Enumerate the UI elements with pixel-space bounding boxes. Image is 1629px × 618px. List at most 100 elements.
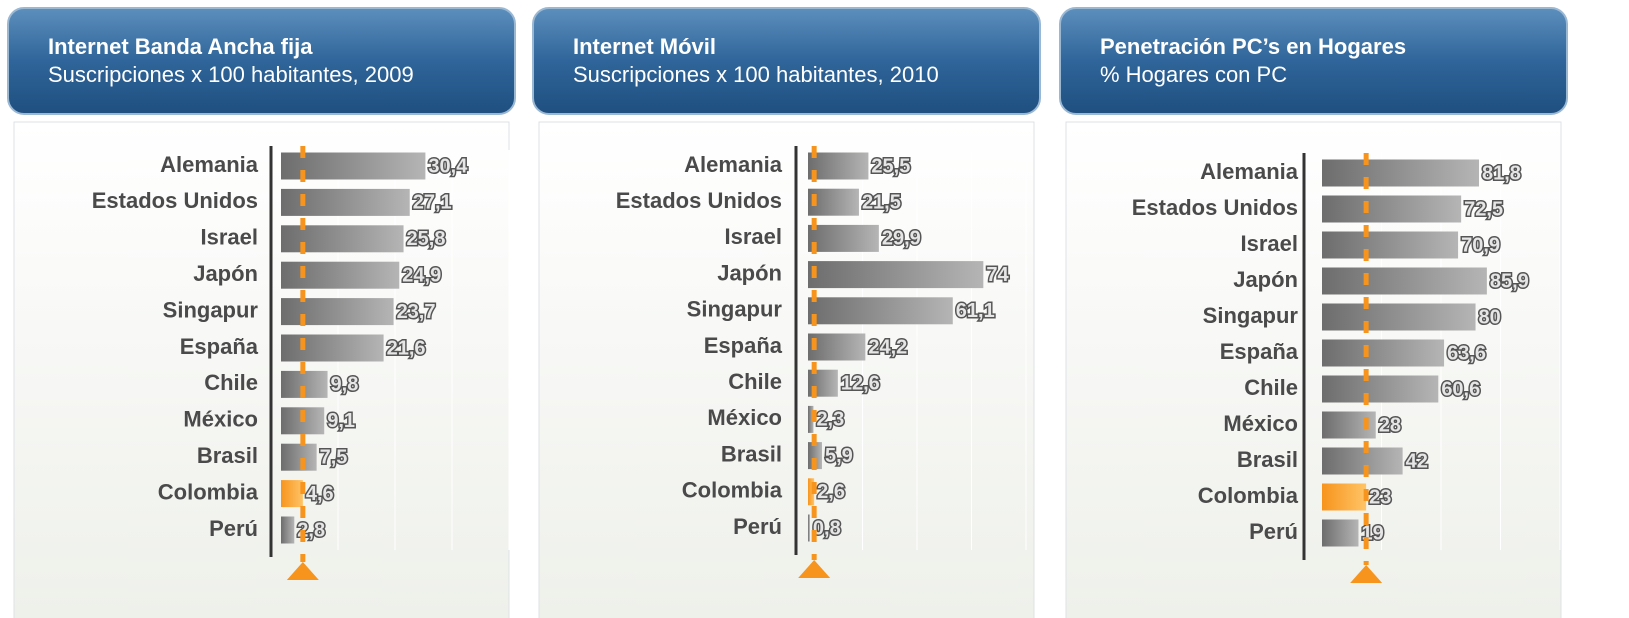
- panel-body: [538, 121, 1035, 618]
- value-label: 74: [986, 264, 1009, 286]
- value-label: 21,5: [862, 191, 901, 213]
- reference-marker: [1350, 565, 1383, 583]
- bar: [808, 152, 869, 180]
- value-label: 25,5: [871, 155, 910, 177]
- value-label: 63,6: [1447, 342, 1486, 364]
- bar: [281, 480, 303, 508]
- category-label: Colombia: [1198, 483, 1299, 508]
- value-label: 42: [1406, 450, 1428, 472]
- value-label: 29,9: [882, 228, 921, 250]
- category-label: Singapur: [687, 297, 783, 322]
- category-label: España: [704, 333, 783, 358]
- value-label: 28: [1379, 414, 1401, 436]
- value-label: 23: [1369, 486, 1391, 508]
- bar: [281, 443, 317, 471]
- panel-title: Penetración PC’s en Hogares: [1100, 34, 1406, 59]
- value-label: 24,2: [868, 336, 907, 358]
- value-label: 12,6: [841, 372, 880, 394]
- bar: [1322, 519, 1359, 547]
- panel-title: Internet Banda Ancha fija: [48, 34, 313, 59]
- bar: [808, 514, 810, 542]
- bar: [1322, 231, 1459, 259]
- category-label: Brasil: [197, 443, 258, 468]
- value-label: 61,1: [956, 300, 995, 322]
- category-label: México: [1223, 411, 1298, 436]
- bar: [808, 261, 984, 289]
- bar: [1322, 159, 1480, 187]
- panel-body: [1065, 121, 1562, 618]
- reference-marker: [286, 562, 319, 580]
- panel-header: [7, 7, 516, 115]
- value-label: 27,1: [413, 192, 452, 214]
- category-label: México: [183, 407, 258, 432]
- bar: [281, 334, 384, 362]
- bar: [281, 188, 410, 216]
- category-label: Perú: [209, 516, 258, 541]
- panel-subtitle: % Hogares con PC: [1100, 62, 1287, 87]
- bar: [281, 516, 295, 544]
- value-label: 21,6: [387, 337, 426, 359]
- category-label: Colombia: [682, 478, 783, 503]
- value-label: 70,9: [1461, 234, 1500, 256]
- panel-body: [13, 121, 510, 618]
- value-label: 80: [1479, 306, 1501, 328]
- panel-header: [1059, 7, 1568, 115]
- bar: [1322, 339, 1445, 367]
- category-label: Estados Unidos: [1132, 195, 1298, 220]
- category-label: España: [1220, 339, 1299, 364]
- value-label: 9,1: [327, 410, 355, 432]
- category-label: Estados Unidos: [92, 188, 258, 213]
- category-label: Israel: [201, 225, 259, 250]
- bar: [281, 261, 400, 289]
- category-label: Japón: [1233, 267, 1298, 292]
- value-label: 85,9: [1490, 270, 1529, 292]
- category-label: Singapur: [1203, 303, 1299, 328]
- value-label: 60,6: [1441, 378, 1480, 400]
- category-label: Chile: [204, 370, 258, 395]
- value-label: 81,8: [1482, 162, 1521, 184]
- value-label: 7,5: [320, 446, 348, 468]
- bar: [1322, 195, 1462, 223]
- reference-marker: [798, 560, 831, 578]
- bar: [1322, 303, 1476, 331]
- value-label: 72,5: [1464, 198, 1503, 220]
- value-label: 9,8: [331, 374, 359, 396]
- category-label: México: [707, 405, 782, 430]
- bar: [1322, 267, 1487, 295]
- category-label: Alemania: [160, 152, 259, 177]
- value-label: 2,3: [816, 409, 844, 431]
- value-label: 23,7: [397, 301, 436, 323]
- bar: [281, 298, 394, 326]
- category-label: Alemania: [1200, 159, 1299, 184]
- panel-subtitle: Suscripciones x 100 habitantes, 2009: [48, 62, 414, 87]
- panel-subtitle: Suscripciones x 100 habitantes, 2010: [573, 62, 939, 87]
- category-label: Japón: [193, 261, 258, 286]
- category-label: Chile: [1244, 375, 1298, 400]
- bar: [808, 224, 879, 252]
- bar: [808, 405, 814, 433]
- value-label: 30,4: [428, 155, 468, 177]
- category-label: Chile: [728, 369, 782, 394]
- panels: Internet Banda Ancha fija Suscripciones x…: [7, 7, 1568, 618]
- category-label: Alemania: [684, 152, 783, 177]
- category-label: Perú: [1249, 519, 1298, 544]
- bar: [1322, 483, 1367, 511]
- category-label: Brasil: [1237, 447, 1298, 472]
- category-label: Colombia: [158, 479, 259, 504]
- value-label: 2,6: [817, 481, 845, 503]
- value-label: 25,8: [407, 228, 446, 250]
- bar: [808, 333, 866, 361]
- value-label: 4,6: [306, 483, 334, 505]
- category-label: Perú: [733, 514, 782, 539]
- category-label: Israel: [1241, 231, 1299, 256]
- category-label: Singapur: [163, 297, 259, 322]
- bar: [1322, 375, 1439, 403]
- bar: [281, 225, 404, 253]
- value-label: 24,9: [402, 264, 441, 286]
- value-label: 5,9: [825, 445, 853, 467]
- category-label: Japón: [717, 260, 782, 285]
- value-label: 0,8: [813, 517, 841, 539]
- panel-title: Internet Móvil: [573, 34, 716, 59]
- bar: [1322, 447, 1403, 475]
